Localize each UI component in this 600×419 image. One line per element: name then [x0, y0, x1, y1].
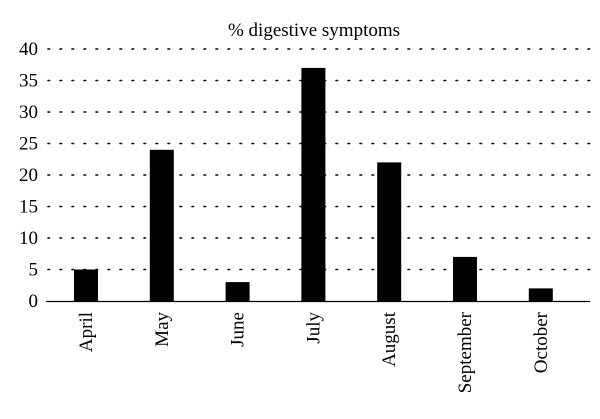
bar-april — [74, 269, 98, 301]
y-tick-label: 0 — [29, 291, 39, 312]
bar-september — [453, 256, 477, 301]
y-tick-label: 35 — [19, 71, 38, 92]
bars — [74, 67, 553, 302]
y-tick-label: 30 — [19, 102, 38, 123]
y-tick-label: 10 — [19, 228, 38, 249]
bar-october — [528, 288, 553, 301]
chart-title: % digestive symptoms — [228, 20, 400, 41]
y-tick-label: 25 — [19, 134, 38, 155]
bar-july — [301, 67, 326, 302]
x-axis-category-labels: April May June July August September October — [76, 311, 552, 393]
x-tick-label-april: April — [76, 312, 97, 352]
x-tick-label-august: August — [379, 311, 400, 367]
x-tick-label-september: September — [455, 311, 476, 393]
x-tick-label-june: June — [228, 312, 249, 347]
bar-may — [149, 149, 174, 301]
y-tick-label: 15 — [19, 197, 38, 218]
bar-june — [225, 282, 250, 301]
x-tick-label-july: July — [303, 312, 324, 344]
bar-august — [377, 162, 402, 301]
y-axis-tick-labels: 0 5 10 15 20 25 30 35 40 — [19, 39, 38, 312]
y-tick-label: 5 — [29, 260, 39, 281]
x-tick-label-may: May — [152, 312, 173, 347]
y-tick-label: 40 — [19, 39, 38, 60]
y-tick-label: 20 — [19, 165, 38, 186]
x-tick-label-october: October — [531, 311, 552, 373]
